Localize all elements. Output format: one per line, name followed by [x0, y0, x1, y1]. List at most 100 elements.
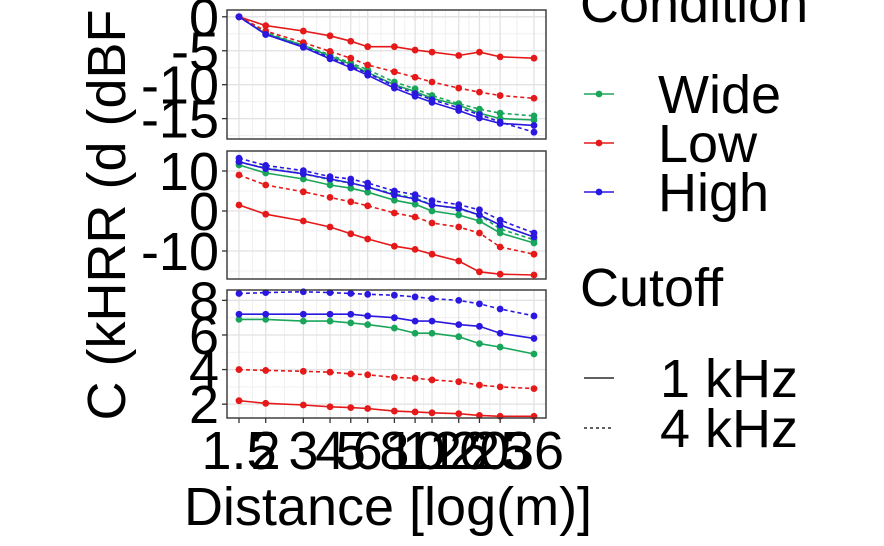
- data-point: [364, 312, 372, 320]
- data-point: [262, 162, 270, 169]
- data-point: [235, 366, 243, 373]
- data-point: [326, 310, 334, 318]
- data-point: [364, 188, 372, 196]
- data-point: [455, 201, 463, 209]
- x-tick-label: 4: [315, 421, 345, 481]
- x-tick-label: 12: [402, 421, 462, 481]
- data-point: [262, 316, 270, 323]
- legend-title-cutoff: Cutoff: [580, 258, 724, 318]
- data-point: [364, 202, 372, 210]
- data-point: [235, 290, 243, 297]
- data-point: [455, 333, 463, 341]
- y-tick-label: 0: [189, 182, 219, 242]
- data-point: [428, 197, 436, 205]
- data-point: [299, 401, 307, 409]
- data-point: [390, 196, 398, 204]
- data-point: [530, 271, 538, 279]
- data-point: [455, 321, 463, 328]
- x-tick-label: 2: [251, 421, 281, 481]
- legend-label-high: High: [658, 163, 769, 223]
- legend-title-condition: Condition: [580, 0, 808, 34]
- data-point: [262, 31, 270, 38]
- data-point: [476, 229, 483, 237]
- panel-frame: [226, 289, 547, 419]
- data-point: [262, 22, 270, 30]
- data-point: [390, 43, 398, 51]
- data-point: [326, 48, 334, 55]
- data-point: [235, 310, 243, 318]
- data-point: [390, 209, 398, 217]
- data-point: [411, 191, 419, 199]
- data-point: [299, 310, 307, 318]
- data-point: [347, 370, 355, 378]
- data-point: [326, 317, 334, 325]
- data-point: [476, 300, 483, 308]
- y-tick-label: -10: [141, 222, 219, 282]
- data-point: [326, 368, 334, 376]
- x-tick-label: 10: [385, 421, 445, 481]
- data-point: [364, 43, 372, 51]
- data-point: [299, 43, 307, 51]
- data-point: [530, 312, 538, 320]
- data-point: [428, 409, 436, 417]
- y-tick-label: 10: [159, 142, 219, 202]
- data-point: [428, 48, 436, 56]
- data-point: [530, 350, 538, 358]
- data-point: [390, 68, 398, 76]
- data-point: [411, 374, 419, 382]
- data-point: [235, 201, 243, 209]
- y-tick-label: 2: [189, 375, 219, 435]
- data-point: [476, 340, 483, 348]
- data-point: [476, 268, 483, 276]
- data-point: [476, 211, 483, 219]
- data-point: [262, 310, 270, 318]
- data-point: [299, 175, 307, 183]
- data-point: [411, 85, 419, 93]
- data-point: [428, 78, 436, 86]
- data-point: [235, 154, 243, 162]
- x-axis-title: Distance [log(m)]: [184, 477, 592, 537]
- data-point: [347, 62, 355, 70]
- data-point: [364, 371, 372, 379]
- data-point: [496, 305, 504, 313]
- x-tick-label: 36: [504, 421, 564, 481]
- y-tick-label: 6: [189, 306, 219, 366]
- data-point: [455, 296, 463, 304]
- data-point: [326, 173, 334, 181]
- data-point: [496, 343, 504, 351]
- data-point: [530, 385, 538, 392]
- x-tick-label: 5: [336, 421, 366, 481]
- data-point: [364, 69, 372, 77]
- data-point: [364, 405, 372, 412]
- data-point: [428, 250, 436, 258]
- data-point: [455, 410, 463, 418]
- data-point: [235, 13, 243, 21]
- legend-label-low: Low: [658, 114, 758, 174]
- data-point: [476, 48, 483, 56]
- y-tick-label: 0: [189, 0, 219, 48]
- data-point: [496, 109, 504, 117]
- data-point: [455, 84, 463, 92]
- data-point: [411, 293, 419, 301]
- data-point: [496, 270, 504, 278]
- data-point: [411, 46, 419, 54]
- data-point: [455, 52, 463, 59]
- legend-key-point: [595, 90, 603, 98]
- data-point: [411, 317, 419, 325]
- data-point: [235, 397, 243, 405]
- data-point: [347, 319, 355, 327]
- data-point: [262, 289, 270, 296]
- data-point: [326, 223, 334, 231]
- data-point: [428, 376, 436, 384]
- data-point: [364, 235, 372, 243]
- data-point: [411, 329, 419, 337]
- data-point: [326, 289, 334, 296]
- data-point: [364, 290, 372, 298]
- panel-frame: [226, 9, 547, 140]
- data-point: [347, 198, 355, 206]
- x-tick-label: 1.5: [201, 421, 276, 481]
- data-point: [496, 92, 504, 99]
- data-point: [530, 54, 538, 62]
